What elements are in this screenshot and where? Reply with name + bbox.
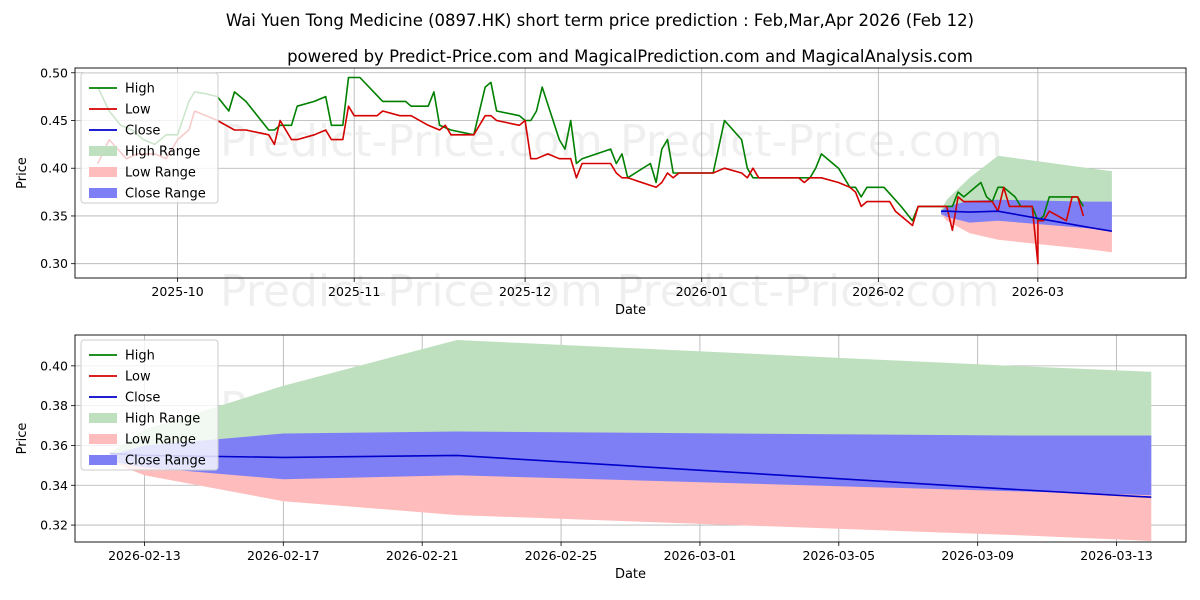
legend-low-range-swatch — [89, 167, 117, 177]
legend-high-range-label: High Range — [125, 412, 200, 427]
y-tick-label: 0.34 — [40, 478, 68, 493]
legend-low-range-swatch — [89, 434, 117, 444]
y-tick-label: 0.32 — [40, 518, 68, 533]
legend-close-range-swatch — [89, 455, 117, 465]
y-tick-label: 0.50 — [40, 65, 68, 80]
x-tick-label: 2026-02-13 — [108, 548, 181, 563]
close-forecast-line — [941, 210, 1113, 232]
x-axis-label: Date — [615, 303, 646, 318]
x-tick-label: 2025-12 — [499, 284, 551, 299]
x-tick-label: 2026-03-05 — [802, 548, 875, 563]
watermark-text-3: Predict-Price.com Predict-Price.com — [220, 266, 999, 317]
legend-low-range-label: Low Range — [125, 433, 196, 448]
y-axis-label: Price — [15, 423, 30, 455]
close-range-band — [109, 431, 1152, 496]
legend-close-range-label: Close Range — [125, 454, 206, 469]
y-tick-label: 0.38 — [40, 398, 68, 413]
legend-close-label: Close — [125, 124, 160, 139]
x-tick-label: 2026-01 — [676, 284, 728, 299]
y-tick-label: 0.36 — [40, 438, 68, 453]
watermark-text-1: Predict-Price.com — [220, 116, 603, 167]
high-series-line — [97, 76, 1085, 222]
x-axis-label: Date — [615, 567, 646, 582]
legend-close-label: Close — [125, 391, 160, 406]
y-tick-label: 0.40 — [40, 161, 68, 176]
legend-low-label: Low — [125, 370, 151, 385]
legend-high-label: High — [125, 82, 155, 97]
x-tick-label: 2026-02-17 — [247, 548, 320, 563]
y-tick-label: 0.45 — [40, 113, 68, 128]
chart-title: Wai Yuen Tong Medicine (0897.HK) short t… — [226, 11, 974, 30]
y-tick-label: 0.40 — [40, 358, 68, 373]
x-tick-label: 2026-03-01 — [664, 548, 737, 563]
plot-area — [97, 76, 1113, 265]
legend-close-range-label: Close Range — [125, 187, 206, 202]
y-axis-label: Price — [15, 157, 30, 189]
x-tick-label: 2026-02-21 — [386, 548, 459, 563]
plot-frame — [74, 334, 1187, 543]
legend-high-range-swatch — [89, 146, 117, 156]
chart-subtitle: powered by Predict-Price.com and Magical… — [287, 47, 973, 66]
y-tick-label: 0.35 — [40, 208, 68, 223]
legend-close-range-swatch — [89, 188, 117, 198]
bottom-chart: Predict-Price.comPredict-Price.com2026-0… — [15, 334, 1187, 582]
watermark-text-2: Predict-Price.com — [620, 116, 1003, 167]
x-tick-label: 2026-02-25 — [525, 548, 598, 563]
legend-high-label: High — [125, 349, 155, 364]
plot-area — [109, 340, 1152, 541]
low-series-line — [97, 105, 1085, 265]
legend-low-label: Low — [125, 103, 151, 118]
x-tick-label: 2026-03-09 — [941, 548, 1014, 563]
y-tick-label: 0.30 — [40, 256, 68, 271]
top-chart: Predict-Price.com Predict-Price.com Predic… — [15, 65, 1187, 318]
x-tick-label: 2025-10 — [151, 284, 203, 299]
x-tick-label: 2025-11 — [328, 284, 380, 299]
x-tick-label: 2026-03 — [1012, 284, 1064, 299]
legend-low-range-label: Low Range — [125, 166, 196, 181]
legend-high-range-swatch — [89, 413, 117, 423]
x-tick-label: 2026-03-13 — [1080, 548, 1153, 563]
x-tick-label: 2026-02 — [852, 284, 904, 299]
plot-frame — [74, 67, 1187, 279]
legend-high-range-label: High Range — [125, 145, 200, 160]
